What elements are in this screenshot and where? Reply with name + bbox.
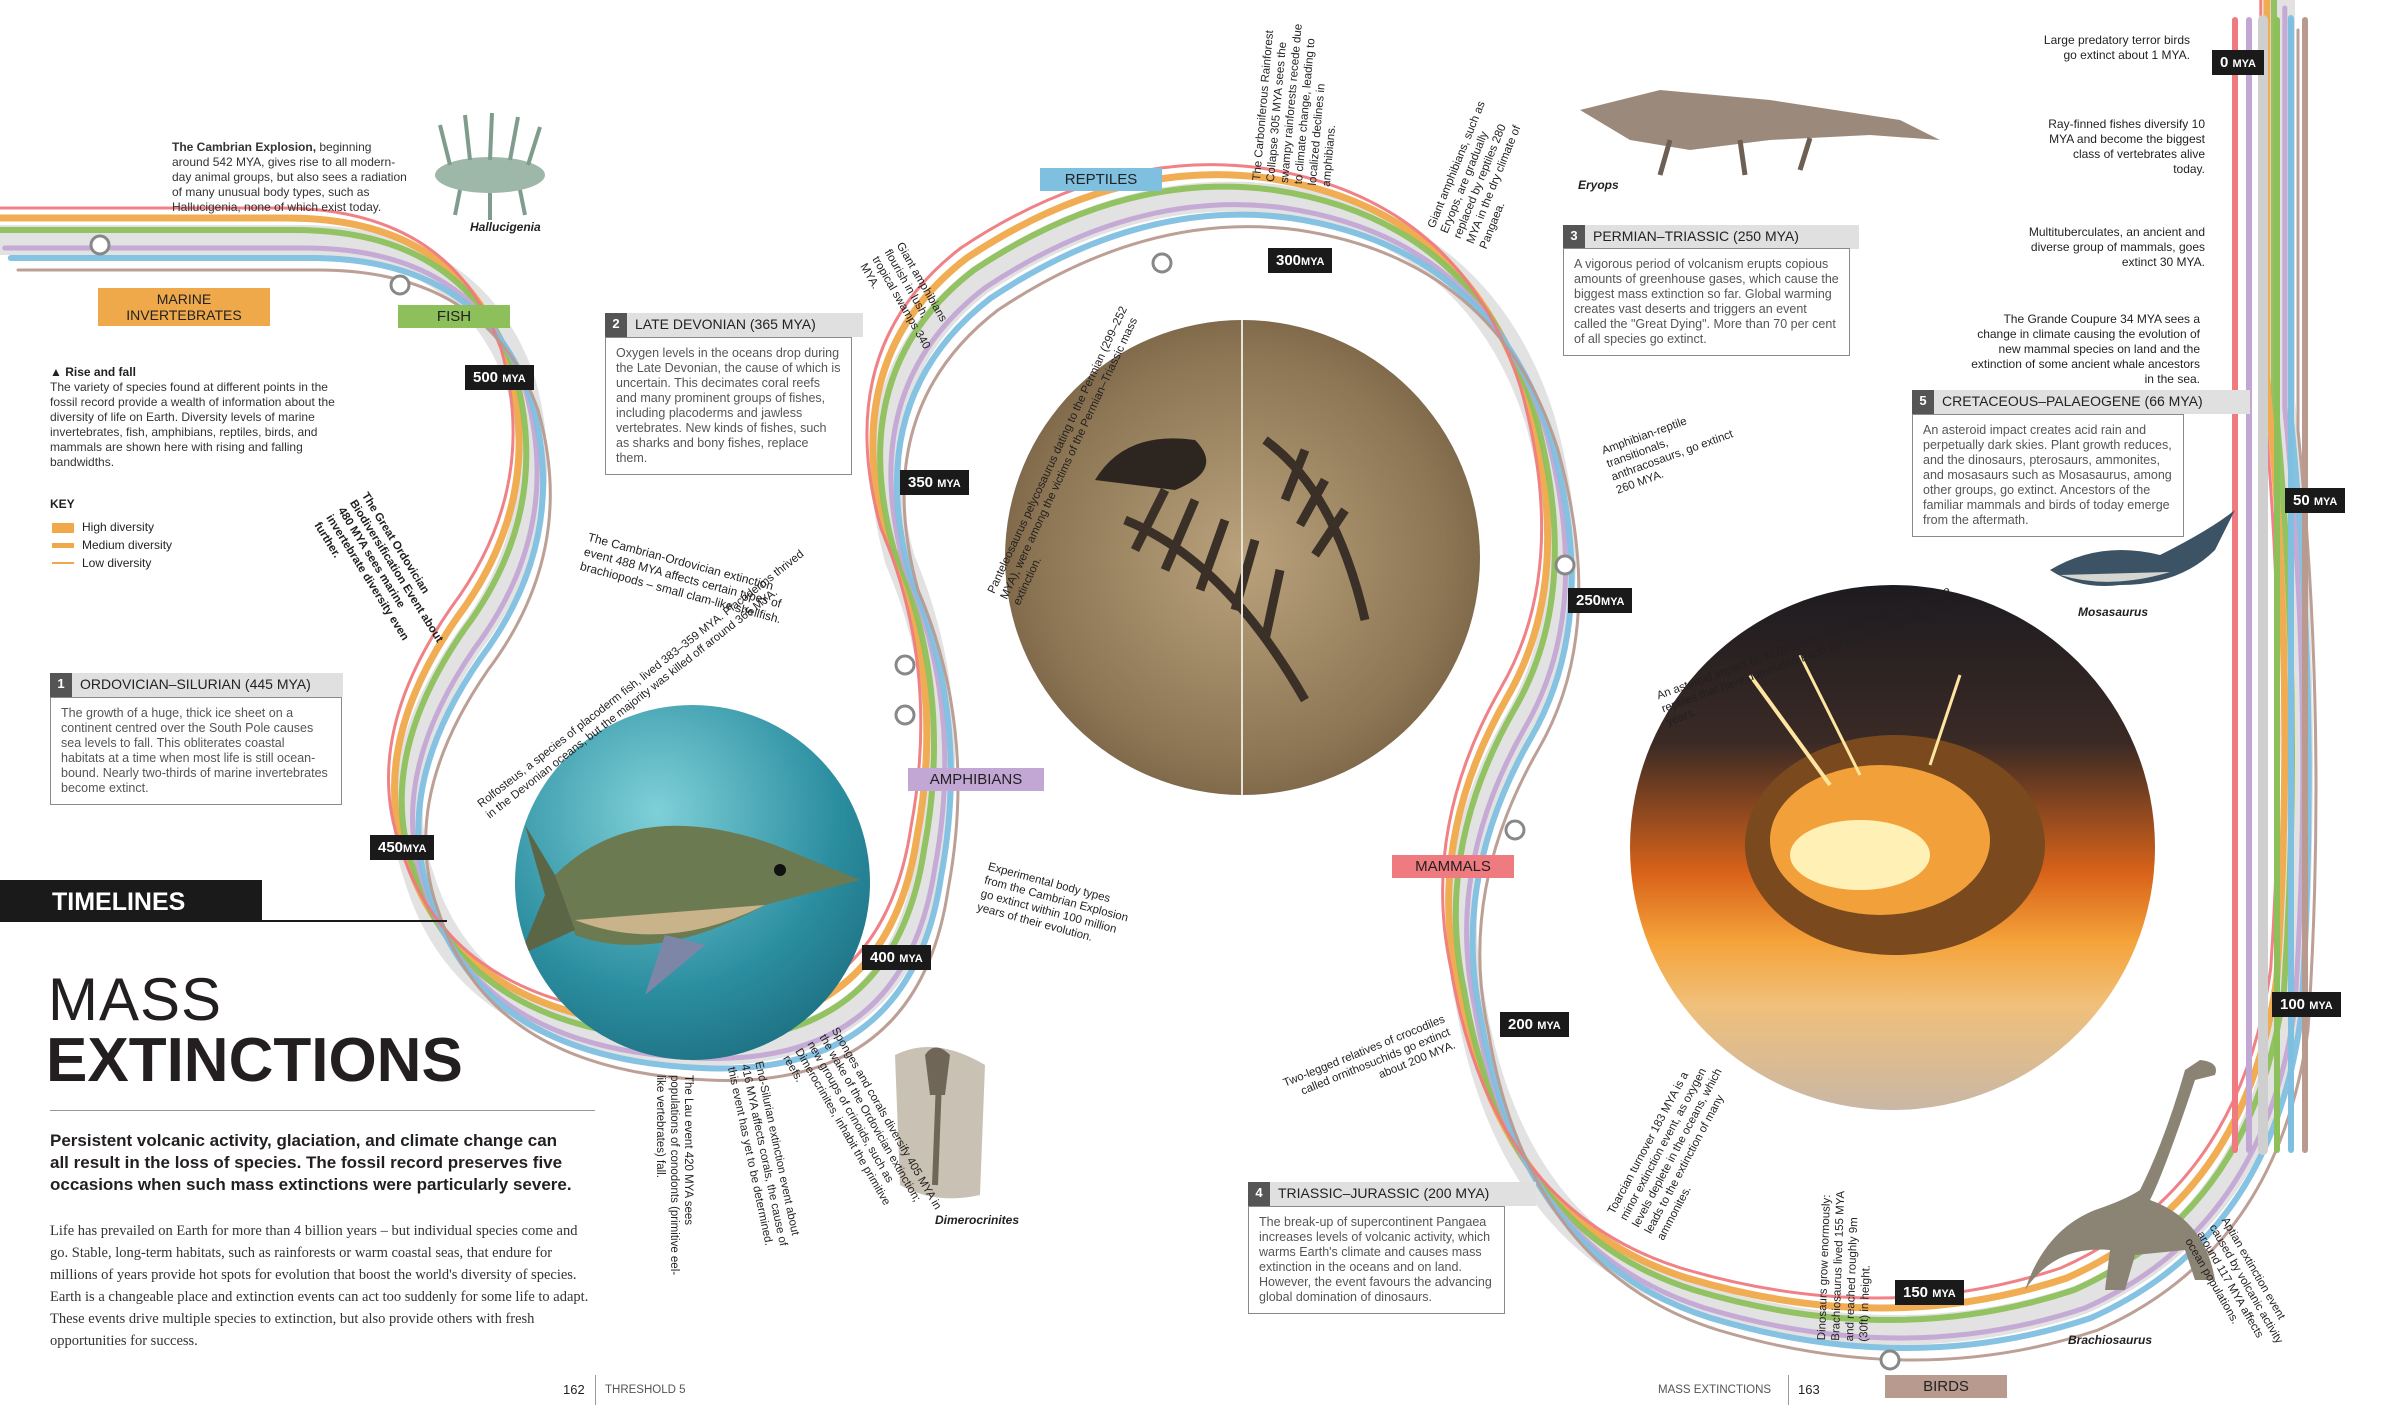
event-marker-3 bbox=[894, 654, 916, 676]
multituberculates-note: Multituberculates, an ancient and divers… bbox=[2028, 225, 2205, 269]
left-page-number: 162 bbox=[563, 1382, 585, 1397]
marker-200: 200 MYA bbox=[1500, 1012, 1569, 1037]
cambrian-note-bold: The Cambrian Explosion, bbox=[172, 140, 317, 154]
event-4-heading: 4 TRIASSIC–JURASSIC (200 MYA) bbox=[1248, 1182, 1536, 1206]
fish-band-label: FISH bbox=[398, 305, 510, 328]
asteroid-photo bbox=[1630, 585, 2155, 1110]
marker-300: 300MYA bbox=[1268, 248, 1333, 273]
event-2-text: Oxygen levels in the oceans drop during … bbox=[605, 337, 852, 475]
event-3-text: A vigorous period of volcanism erupts co… bbox=[1563, 248, 1850, 356]
hallucigenia-illustration bbox=[435, 112, 545, 220]
rolfosteus-photo bbox=[515, 705, 870, 1060]
marker-100: 100 MYA bbox=[2272, 992, 2341, 1017]
event-marker-1 bbox=[389, 274, 411, 296]
event-marker-0 bbox=[89, 234, 111, 256]
dimerocrinites-caption: Dimerocrinites bbox=[935, 1213, 1020, 1227]
marker-350: 350 MYA bbox=[900, 470, 969, 495]
event-marker-7 bbox=[1554, 554, 1576, 576]
diversity-band-2 bbox=[0, 0, 2295, 1323]
mosasaurus-illustration bbox=[2050, 510, 2235, 586]
asteroid-illustration bbox=[1745, 654, 2045, 955]
eryops-caption: Eryops bbox=[1578, 178, 1619, 192]
title-rule bbox=[50, 1110, 595, 1111]
fossil-illustration bbox=[1095, 320, 1370, 795]
marker-150: 150 MYA bbox=[1895, 1280, 1964, 1305]
diversity-band-5 bbox=[0, 0, 2281, 1300]
section-tag: TIMELINES bbox=[0, 880, 262, 922]
event-1-heading: 1 ORDOVICIAN–SILURIAN (445 MYA) bbox=[50, 673, 343, 697]
marine-band-label: MARINE INVERTEBRATES bbox=[98, 288, 270, 326]
key-title: KEY bbox=[50, 497, 75, 511]
left-footer-divider bbox=[595, 1375, 596, 1405]
mosasaurus-caption: Mosasaurus bbox=[2078, 605, 2149, 619]
amphibians-band-label: AMPHIBIANS bbox=[908, 768, 1044, 791]
diversity-band-0 bbox=[0, 0, 2313, 1345]
marker-450: 450MYA bbox=[370, 835, 435, 860]
fossil-photo bbox=[1005, 320, 1480, 795]
body-text: Life has prevailed on Earth for more tha… bbox=[50, 1223, 589, 1349]
eryops-illustration bbox=[1580, 90, 1940, 176]
right-footer-divider bbox=[1788, 1375, 1789, 1405]
terror-birds-note: Large predatory terror birds go extinct … bbox=[2043, 33, 2190, 62]
dinosaurs-grow-note: Dinosaurs grow enormously: Brachiosaurus… bbox=[1815, 1191, 1873, 1342]
event-3-heading: 3 PERMIAN–TRIASSIC (250 MYA) bbox=[1563, 225, 1859, 249]
section-rule bbox=[262, 920, 447, 922]
reptiles-band-label: REPTILES bbox=[1040, 168, 1162, 191]
rise-text: The variety of species found at differen… bbox=[50, 380, 335, 469]
event-marker-6 bbox=[1879, 1349, 1901, 1371]
event-5-heading: 5 CRETACEOUS–PALAEOGENE (66 MYA) bbox=[1912, 390, 2250, 414]
key-high-label: High diversity bbox=[82, 520, 155, 534]
brachiosaurus-caption: Brachiosaurus bbox=[2068, 1333, 2153, 1347]
page-title-line1: MASS bbox=[48, 966, 223, 1033]
marker-250: 250MYA bbox=[1568, 588, 1633, 613]
fish-illustration bbox=[520, 825, 860, 995]
event-2-heading: 2 LATE DEVONIAN (365 MYA) bbox=[605, 313, 863, 337]
event-marker-2 bbox=[1151, 252, 1173, 274]
right-page-number: 163 bbox=[1798, 1382, 1820, 1397]
diversity-band-1 bbox=[0, 0, 2289, 1312]
carboniferous-note: The Carboniferous Rainforest Collapse 30… bbox=[1250, 23, 1339, 188]
key-medium-swatch bbox=[52, 543, 74, 548]
right-footer-section: MASS EXTINCTIONS bbox=[1658, 1384, 1772, 1396]
marker-50: 50 MYA bbox=[2285, 488, 2346, 513]
section-label: TIMELINES bbox=[52, 888, 186, 916]
birds-band-label: BIRDS bbox=[1885, 1375, 2007, 1398]
diversity-band-3 bbox=[2, 5, 2306, 1341]
left-footer-section: THRESHOLD 5 bbox=[605, 1384, 686, 1396]
grande-coupure-note: The Grande Coupure 34 MYA sees a change … bbox=[1971, 312, 2200, 386]
intro-text: Persistent volcanic activity, glaciation… bbox=[50, 1131, 572, 1194]
key-low-label: Low diversity bbox=[82, 556, 152, 570]
marker-500: 500 MYA bbox=[465, 365, 534, 390]
mammals-band-label: MAMMALS bbox=[1392, 855, 1514, 878]
brachiosaurus-illustration bbox=[2025, 1060, 2216, 1290]
page-title-line2: EXTINCTIONS bbox=[46, 1026, 463, 1095]
hallucigenia-caption: Hallucigenia bbox=[470, 220, 541, 234]
dimerocrinites-illustration bbox=[895, 1047, 985, 1199]
cambrian-note: The Cambrian Explosion, beginning around… bbox=[172, 140, 412, 215]
ray-finned-note: Ray-finned fishes diversify 10 MYA and b… bbox=[2048, 117, 2205, 176]
marker-0: 0 MYA bbox=[2212, 50, 2264, 75]
cambrian-note-text: beginning around 542 MYA, gives rise to … bbox=[172, 140, 407, 214]
event-4-text: The break-up of supercontinent Pangaea i… bbox=[1248, 1206, 1505, 1314]
key-medium-label: Medium diversity bbox=[82, 538, 173, 552]
event-1-text: The growth of a huge, thick ice sheet on… bbox=[50, 697, 342, 805]
event-5-text: An asteroid impact creates acid rain and… bbox=[1912, 414, 2184, 537]
lau-event-note: The Lau event 420 MYA sees populations o… bbox=[654, 1075, 694, 1276]
key-high-swatch bbox=[52, 523, 74, 533]
event-marker-4 bbox=[894, 704, 916, 726]
key-low-swatch bbox=[52, 562, 74, 564]
event-marker-5 bbox=[1504, 819, 1526, 841]
rise-title: ▲ Rise and fall bbox=[50, 365, 136, 379]
marker-400: 400 MYA bbox=[862, 945, 931, 970]
